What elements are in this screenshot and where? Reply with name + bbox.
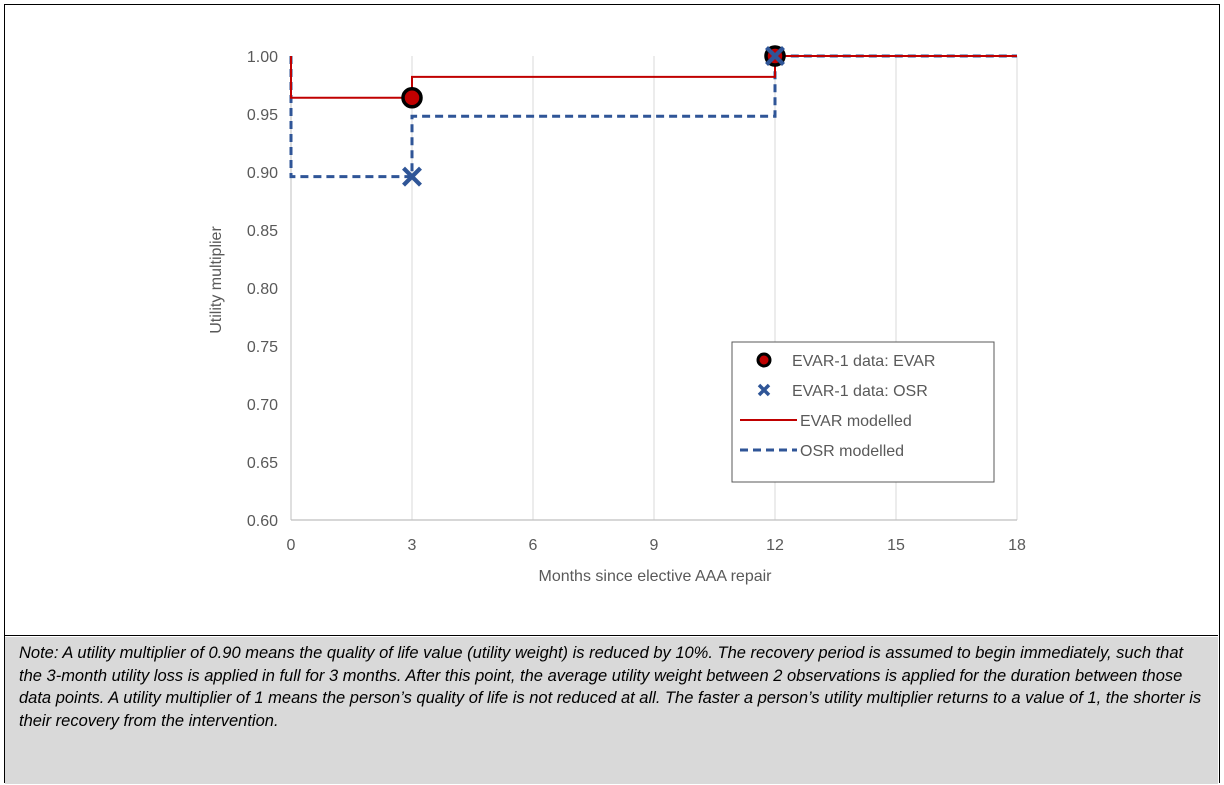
legend-swatch-osr-data bbox=[757, 383, 771, 397]
x-tick-label: 6 bbox=[529, 537, 538, 554]
x-tick-label: 0 bbox=[287, 537, 296, 554]
figure-note: Note: A utility multiplier of 0.90 means… bbox=[5, 637, 1218, 784]
figure-frame: 0 3 6 9 12 15 18 0.60 0.65 0.70 0.75 0.80 0.85 0.90 0.… bbox=[4, 4, 1220, 784]
y-tick-label: 0.95 bbox=[247, 107, 278, 124]
legend-label: OSR modelled bbox=[800, 443, 904, 460]
x-tick-label: 15 bbox=[887, 537, 905, 554]
y-tick-label: 0.70 bbox=[247, 397, 278, 414]
chart-area: 0 3 6 9 12 15 18 0.60 0.65 0.70 0.75 0.80 0.85 0.90 0.… bbox=[5, 5, 1218, 636]
y-tick-label: 0.90 bbox=[247, 165, 278, 182]
y-tick-label: 0.85 bbox=[247, 223, 278, 240]
osr-modelled-line bbox=[289, 54, 1017, 179]
x-tick-label: 3 bbox=[408, 537, 417, 554]
legend: EVAR-1 data: EVAR EVAR-1 data: OSR EVAR mo… bbox=[731, 341, 995, 483]
osr-data-point bbox=[765, 46, 785, 66]
legend-label: EVAR-1 data: EVAR bbox=[792, 353, 935, 370]
legend-swatch-evar-data bbox=[756, 352, 772, 368]
y-tick-label: 0.80 bbox=[247, 281, 278, 298]
x-tick-label: 18 bbox=[1008, 537, 1026, 554]
gridlines bbox=[411, 56, 1018, 520]
axes: 0 3 6 9 12 15 18 0.60 0.65 0.70 0.75 0.80 0.85 0.90 0.… bbox=[247, 49, 1026, 554]
y-tick-label: 0.60 bbox=[247, 513, 278, 530]
legend-label: EVAR modelled bbox=[800, 413, 912, 430]
y-tick-label: 0.65 bbox=[247, 455, 278, 472]
osr-data-point bbox=[402, 166, 422, 187]
x-axis-title: Months since elective AAA repair bbox=[538, 568, 772, 585]
y-tick-label: 1.00 bbox=[247, 49, 278, 66]
y-tick-label: 0.75 bbox=[247, 339, 278, 356]
step-chart: 0 3 6 9 12 15 18 0.60 0.65 0.70 0.75 0.80 0.85 0.90 0.… bbox=[208, 45, 1026, 585]
x-tick-label: 9 bbox=[650, 537, 659, 554]
x-tick-label: 12 bbox=[766, 537, 784, 554]
evar-data-point bbox=[401, 87, 423, 109]
y-axis-title: Utility multiplier bbox=[208, 226, 225, 334]
legend-box bbox=[731, 341, 995, 483]
series bbox=[289, 45, 1017, 187]
legend-label: EVAR-1 data: OSR bbox=[792, 383, 928, 400]
